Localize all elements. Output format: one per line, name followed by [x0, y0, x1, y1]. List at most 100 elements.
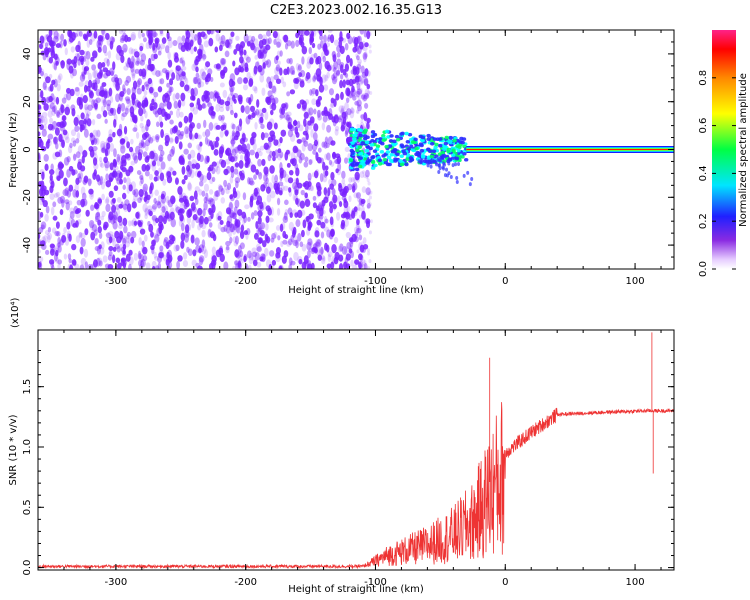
spectrum-noise-point [235, 35, 240, 41]
spectrum-noise-point [195, 66, 199, 73]
spectrum-noise-point [52, 152, 58, 160]
spectrum-noise-point [174, 136, 179, 144]
spectrum-noise-point [154, 170, 159, 177]
spectrum-noise-point [356, 88, 363, 95]
spectrum-noise-point [318, 30, 323, 37]
spectrum-noise-point [75, 177, 80, 185]
spectrum-noise-point [38, 65, 42, 74]
spectrum-noise-point [211, 176, 216, 183]
spectrum-noise-point [220, 188, 225, 196]
spectrum-noise-point [203, 94, 208, 100]
spectrum-noise-point [121, 112, 127, 118]
spectrum-scatter-point [424, 157, 428, 162]
spectrum-noise-point [201, 103, 207, 109]
spectrum-noise-point [220, 69, 226, 76]
spectrum-noise-point [265, 44, 271, 51]
spectrum-noise-point [82, 176, 88, 186]
spectrum-scatter-point [395, 152, 400, 157]
spectrum-scatter-point [369, 143, 375, 147]
spectrum-noise-point [183, 174, 188, 181]
spectrum-noise-point [159, 102, 165, 111]
spectrum-noise-point [323, 187, 328, 196]
spectrum-noise-point [75, 151, 81, 159]
spectrum-noise-point [53, 252, 58, 262]
spectrum-noise-point [130, 48, 136, 55]
spectrum-noise-point [300, 30, 306, 37]
spectrum-noise-point [340, 73, 344, 80]
spectrum-noise-point [118, 123, 123, 133]
spectrum-noise-point [135, 85, 141, 91]
spectrum-noise-point [52, 215, 58, 221]
spectrum-noise-point [130, 160, 136, 166]
spectrum-noise-point [101, 95, 107, 104]
spectrum-noise-point [39, 196, 44, 206]
spectrum-noise-point [210, 105, 214, 112]
spectrum-noise-point [203, 183, 210, 192]
spectrum-noise-point [260, 222, 266, 230]
spectrum-noise-point [369, 190, 373, 195]
spectrum-noise-point [106, 58, 110, 67]
spectrum-noise-point [79, 172, 84, 180]
spectrum-scatter-point [350, 163, 356, 168]
spectrum-noise-point [231, 226, 237, 235]
spectrum-noise-point [358, 234, 363, 241]
spectrum-noise-point [115, 203, 121, 210]
spectrum-noise-point [246, 72, 251, 79]
spectrum-noise-point [279, 136, 283, 144]
y-tick-label: 20 [22, 95, 33, 108]
spectrum-noise-point [89, 91, 94, 99]
spectrum-noise-point [352, 74, 358, 80]
spectrum-noise-point [97, 257, 103, 266]
spectrum-noise-point [139, 45, 144, 52]
spectrum-noise-point [188, 115, 193, 123]
top-x-ticks: -300 -200 -100 0 100 [37, 30, 662, 287]
spectrum-noise-point [156, 201, 162, 209]
spectrum-noise-point [99, 176, 103, 186]
spectrum-noise-point [187, 142, 193, 149]
spectrum-noise-point [67, 30, 73, 38]
spectrum-noise-point [330, 261, 335, 269]
spectrum-scatter-point [438, 143, 443, 148]
spectrum-noise-point [102, 67, 109, 73]
spectrum-noise-point [95, 257, 101, 267]
spectrum-noise-point [65, 87, 71, 94]
spectrum-noise-point [362, 53, 367, 63]
spectrum-noise-point [195, 245, 201, 253]
spectrum-noise-point [123, 203, 129, 212]
spectrum-noise-point [176, 102, 182, 111]
spectrum-noise-point [107, 213, 112, 223]
spectrum-noise-point [201, 102, 206, 109]
bottom-y-axis-label: SNR (10 * v/v) [8, 414, 19, 485]
spectrum-noise-point [115, 257, 121, 264]
spectrum-scatter-point [358, 133, 363, 138]
spectrum-noise-point [38, 131, 41, 137]
spectrum-noise-point [80, 186, 86, 196]
spectrum-noise-point [290, 67, 294, 76]
spectrum-noise-point [92, 70, 97, 79]
spectrum-noise-point [251, 247, 257, 254]
spectrum-noise-point [93, 169, 97, 177]
spectrum-noise-point [282, 81, 287, 88]
spectrum-noise-point [102, 44, 108, 54]
spectrum-noise-point [97, 219, 102, 226]
spectrum-noise-point [148, 86, 154, 94]
spectrum-noise-point [265, 222, 269, 231]
spectrum-noise-point [320, 246, 324, 256]
spectrum-noise-point [240, 146, 246, 155]
spectrum-noise-point [327, 251, 333, 258]
spectrum-noise-point [158, 78, 163, 85]
spectrum-scatter-point [350, 141, 355, 145]
spectrum-noise-point [254, 122, 258, 130]
spectrum-noise-point [216, 161, 220, 168]
spectrum-noise-point [122, 249, 126, 255]
spectrum-noise-point [352, 95, 357, 101]
spectrum-noise-point [76, 219, 82, 225]
spectrum-noise-point [125, 105, 130, 111]
spectrum-noise-point [185, 30, 189, 36]
spectrum-noise-point [53, 30, 59, 40]
spectrum-noise-point [287, 129, 294, 138]
spectrum-noise-point [112, 170, 118, 178]
spectrum-scatter-point [373, 163, 378, 168]
spectrum-noise-point [198, 255, 205, 263]
spectrum-noise-point [92, 157, 98, 166]
